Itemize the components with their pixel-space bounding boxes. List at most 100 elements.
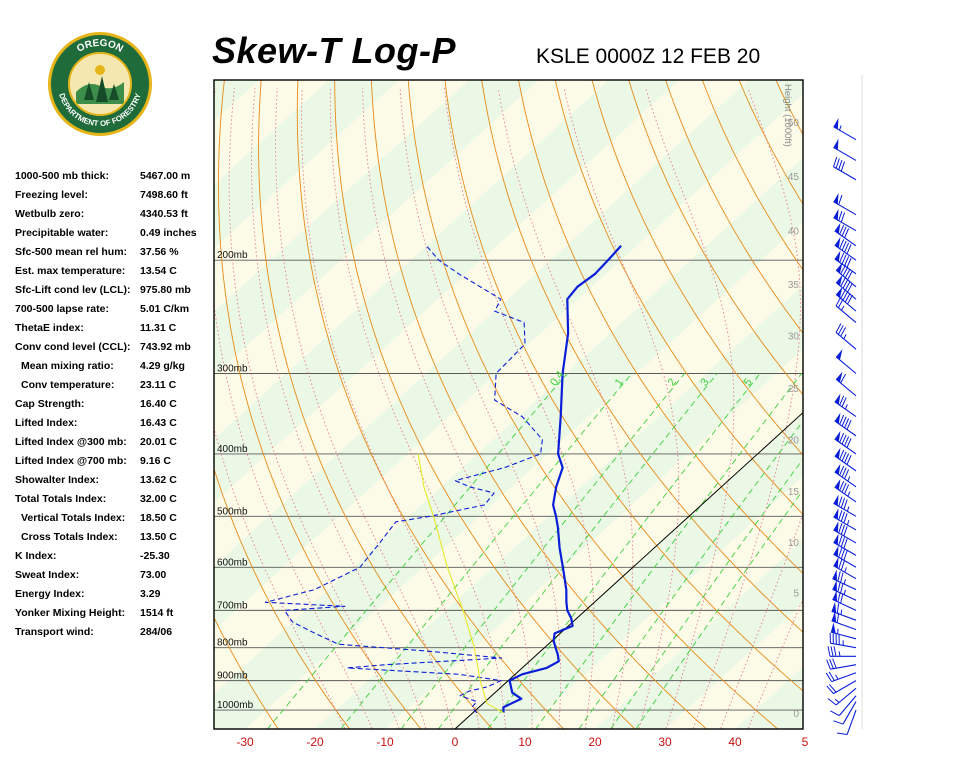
wind-barb	[834, 478, 857, 503]
index-value: -25.30	[140, 550, 170, 562]
moist-adiabat-line	[497, 87, 634, 729]
wind-barb-flag	[839, 224, 845, 235]
wind-barb-flag	[841, 254, 847, 265]
wind-barb-staff	[833, 541, 857, 556]
wind-barb-flag	[840, 277, 847, 287]
wind-barb-flag	[835, 158, 840, 169]
wind-barb-staff	[830, 631, 857, 640]
wind-barb-flag	[830, 646, 834, 657]
wind-barb	[834, 393, 857, 418]
index-label: Cross Totals Index:	[21, 531, 118, 543]
wind-barb-flag	[837, 325, 844, 335]
index-value: 975.80 mb	[140, 284, 191, 296]
index-row: Cross Totals Index: 13.50 C	[15, 529, 215, 548]
index-row: Total Totals Index: 32.00 C	[15, 491, 215, 510]
wind-barb	[834, 447, 857, 472]
wind-barb	[835, 323, 857, 350]
isobar-labels: 200mb 300mb 400mb 500mb 600mb 700mb 800mb 900mb…	[217, 250, 254, 711]
wind-barb	[834, 463, 857, 488]
wind-barb-flag	[832, 658, 837, 669]
wind-barb-pennant	[834, 447, 841, 459]
wind-barb-pennant	[836, 286, 843, 298]
index-row: Sfc-Lift cond lev (LCL): 975.80 mb	[15, 282, 215, 301]
wind-barb-flag	[839, 432, 845, 443]
moist-adiabat-line	[228, 87, 400, 729]
isotherm-band	[214, 80, 539, 376]
mixing-ratio-line	[635, 489, 803, 729]
wind-barb-pennant	[833, 533, 839, 545]
index-value: 4.29 g/kg	[140, 360, 185, 372]
wind-barb	[826, 680, 857, 695]
height-tick-label: 0	[793, 709, 799, 720]
index-label: Conv cond level (CCL):	[15, 341, 131, 353]
index-label: Sweat Index:	[15, 569, 80, 581]
isotherm-band	[214, 158, 803, 729]
wind-barb-half-flag	[843, 579, 846, 585]
wind-barb	[834, 250, 857, 275]
wind-barb-staff	[835, 356, 857, 374]
dry-adiabat-line	[41, 80, 136, 729]
index-label: Lifted Index @300 mb:	[15, 436, 127, 448]
index-value: 73.00	[140, 569, 167, 581]
index-row: Precipitable water: 0.49 inches	[15, 225, 215, 244]
wind-barb-flag	[840, 327, 847, 337]
wind-barbs	[825, 75, 863, 736]
index-label: Mean mixing ratio:	[21, 360, 114, 372]
wind-barb-pennant	[833, 521, 839, 533]
isotherm-band	[875, 80, 960, 729]
wind-barb-pennant	[833, 545, 839, 557]
wind-barb-flag	[833, 720, 844, 725]
wind-barb	[833, 533, 857, 556]
x-tick-label: 20	[588, 735, 602, 749]
x-tick-label: -10	[376, 735, 394, 749]
dry-adiabat-line	[214, 467, 350, 729]
isobar-label: 900mb	[217, 671, 248, 682]
wind-barb-flag	[847, 270, 853, 280]
wind-barb-staff	[835, 269, 857, 288]
wind-barb-flag	[841, 240, 847, 251]
wind-barb	[834, 412, 857, 437]
dry-adiabat-line	[444, 80, 803, 692]
dry-adiabat-line	[370, 80, 707, 729]
wind-barb-half-flag	[841, 305, 845, 311]
wind-barb-flag	[842, 266, 849, 277]
wind-barb	[835, 262, 857, 288]
isobar-label: 300mb	[217, 363, 248, 374]
wind-barb-staff	[833, 201, 857, 216]
wind-barb	[833, 557, 857, 580]
wind-barb	[832, 569, 857, 591]
moist-adiabat-line	[747, 597, 803, 729]
wind-barb	[830, 695, 857, 717]
index-value: 37.56 %	[140, 246, 179, 258]
sounding-indices-table: 1000-500 mb thick: 5467.00 m Freezing leve…	[15, 168, 215, 643]
wind-barb-staff	[835, 282, 857, 300]
index-label: Cap Strength:	[15, 398, 85, 410]
wind-barb-flag	[839, 449, 845, 460]
wind-barb-pennant	[833, 118, 839, 130]
zero-isotherm-line	[454, 411, 803, 729]
index-label: K Index:	[15, 550, 57, 562]
index-label: Showalter Index:	[15, 474, 100, 486]
wind-barb-flag	[835, 323, 842, 333]
wind-barb-flag	[828, 671, 835, 681]
dry-adiabats	[41, 80, 803, 729]
wind-barb-flag	[842, 290, 849, 301]
dry-adiabat-line	[554, 80, 803, 516]
wind-barb-flag	[838, 159, 843, 170]
wind-barb-staff	[832, 578, 857, 591]
wind-barb-staff	[831, 620, 857, 631]
wind-barb-half-flag	[843, 334, 847, 340]
wind-barb-flag	[844, 469, 850, 480]
wind-barb	[827, 687, 857, 706]
wind-barb-half-flag	[846, 506, 850, 512]
isobar-label: 600mb	[217, 557, 248, 568]
wind-barb-flag	[839, 239, 845, 249]
index-row: Conv cond level (CCL): 743.92 mb	[15, 339, 215, 358]
wind-barb-flag	[840, 572, 844, 583]
index-label: Energy Index:	[15, 588, 85, 600]
dry-adiabat-line	[218, 80, 422, 729]
zero-isotherm	[454, 411, 803, 729]
index-row: Transport wind: 284/06	[15, 624, 215, 643]
index-label: Yonker Mixing Height:	[15, 607, 126, 619]
dry-adiabat-line	[214, 616, 279, 729]
